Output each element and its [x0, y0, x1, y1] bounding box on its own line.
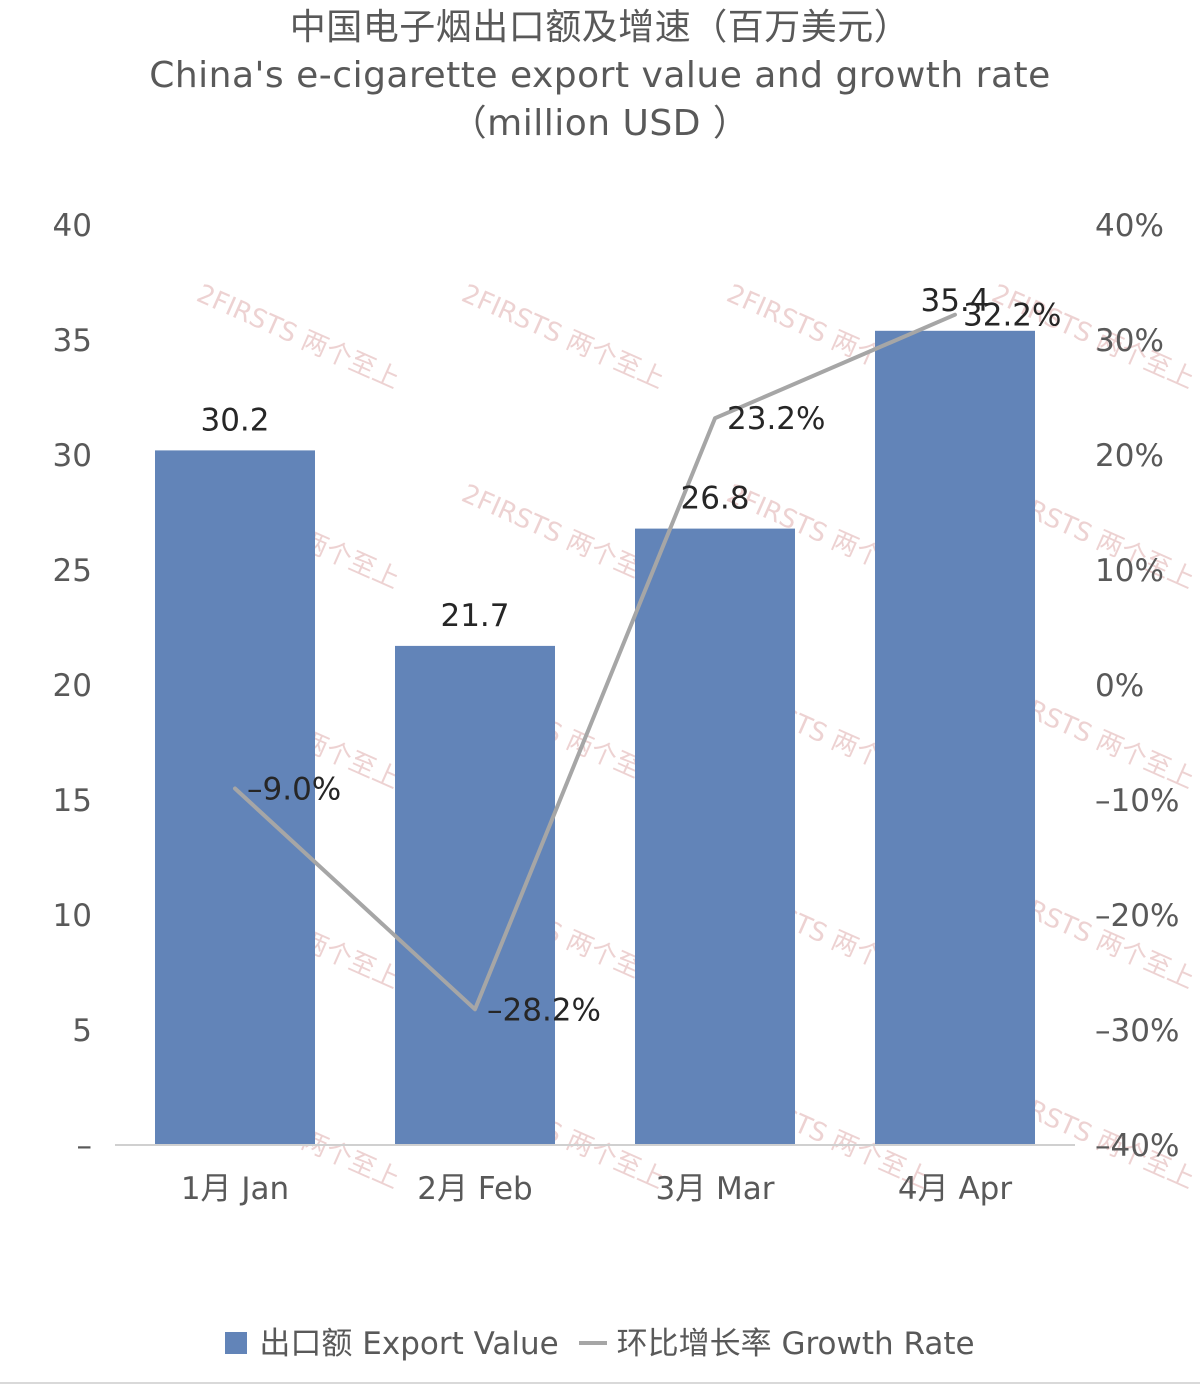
chart-title-unit: （million USD ）: [450, 103, 750, 144]
y-left-tick-label: 40: [53, 208, 92, 244]
y-right-tick-label: –20%: [1095, 898, 1179, 934]
legend-item-growth-rate: 环比增长率 Growth Rate: [569, 1318, 975, 1363]
growth-rate-line: [233, 312, 957, 1012]
bar-data-label: 30.2: [200, 402, 269, 438]
bar-export-value: [395, 645, 555, 1145]
x-tick-label: 3月 Mar: [655, 1171, 774, 1207]
bar-export-value: [155, 450, 315, 1145]
y-right-tick-label: 30%: [1095, 323, 1164, 359]
y-left-tick-label: –: [77, 1128, 93, 1164]
y-left-tick-label: 25: [53, 553, 92, 589]
chart-legend: 出口额 Export Value 环比增长率 Growth Rate: [0, 1318, 1200, 1363]
y-right-tick-label: 0%: [1095, 668, 1144, 704]
bar-data-label: 35.4: [920, 283, 989, 319]
chart-title-english: China's e-cigarette export value and gro…: [149, 55, 1051, 96]
watermark-text: 2FIRSTS 两个至上: [457, 279, 669, 395]
y-right-tick-label: 20%: [1095, 438, 1164, 474]
y-right-tick-label: –10%: [1095, 783, 1179, 819]
line-data-label: –9.0%: [247, 772, 341, 808]
chart-title-chinese: 中国电子烟出口额及增速（百万美元）: [289, 7, 911, 48]
bar-export-value: [875, 330, 1035, 1145]
bottom-divider: [0, 1382, 1200, 1384]
legend-label-export-value: 出口额 Export Value: [259, 1326, 559, 1362]
legend-label-growth-rate: 环比增长率 Growth Rate: [616, 1326, 975, 1362]
x-tick-label: 1月 Jan: [181, 1171, 289, 1207]
y-right-tick-label: 40%: [1095, 208, 1164, 244]
y-left-tick-label: 30: [53, 438, 92, 474]
y-right-tick-label: 10%: [1095, 553, 1164, 589]
y-left-tick-label: 35: [53, 323, 92, 359]
y-right-tick-label: –30%: [1095, 1013, 1179, 1049]
x-tick-label: 4月 Apr: [898, 1171, 1012, 1207]
y-left-tick-label: 20: [53, 668, 92, 704]
combo-chart: 2FIRSTS 两个至上 2FIRSTS 两个至上 2FIRSTS 两个至上 2FIR…: [53, 208, 1199, 1207]
bar-data-label: 21.7: [440, 598, 509, 634]
y-left-tick-label: 15: [53, 783, 92, 819]
bar-export-value: [635, 528, 795, 1145]
legend-swatch-bar: [225, 1331, 248, 1354]
y-right-tick-label: –40%: [1095, 1128, 1179, 1164]
chart-title: 中国电子烟出口额及增速（百万美元） China's e-cigarette ex…: [0, 4, 1200, 148]
y-left-tick-label: 10: [53, 898, 92, 934]
y-left-tick-label: 5: [72, 1013, 92, 1049]
line-data-label: 23.2%: [727, 401, 825, 437]
legend-item-export-value: 出口额 Export Value: [225, 1318, 559, 1363]
bar-data-label: 26.8: [680, 481, 749, 517]
legend-swatch-line: [578, 1340, 607, 1345]
line-data-label: 32.2%: [963, 298, 1061, 334]
watermark-text: 2FIRSTS 两个至上: [192, 279, 404, 395]
line-data-label: –28.2%: [487, 992, 601, 1028]
x-tick-label: 2月 Feb: [417, 1171, 532, 1207]
